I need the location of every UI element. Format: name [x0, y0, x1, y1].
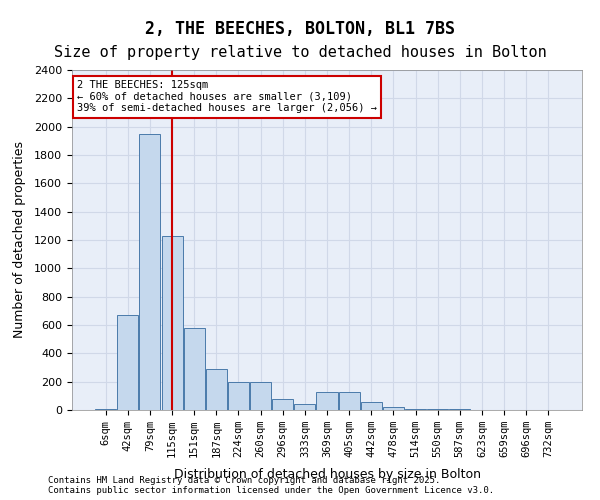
Bar — [139, 134, 160, 410]
Bar — [295, 404, 316, 410]
Text: 2 THE BEECHES: 125sqm
← 60% of detached houses are smaller (3,109)
39% of semi-d: 2 THE BEECHES: 125sqm ← 60% of detached … — [77, 80, 377, 114]
Text: 2, THE BEECHES, BOLTON, BL1 7BS: 2, THE BEECHES, BOLTON, BL1 7BS — [145, 20, 455, 38]
Text: Size of property relative to detached houses in Bolton: Size of property relative to detached ho… — [53, 45, 547, 60]
Y-axis label: Number of detached properties: Number of detached properties — [13, 142, 26, 338]
Bar — [161, 236, 182, 410]
Bar — [316, 392, 338, 410]
Bar — [228, 382, 249, 410]
X-axis label: Distribution of detached houses by size in Bolton: Distribution of detached houses by size … — [173, 468, 481, 481]
Bar — [338, 392, 359, 410]
Bar — [184, 328, 205, 410]
Bar — [272, 400, 293, 410]
Bar — [206, 369, 227, 410]
Bar — [118, 315, 139, 410]
Bar — [383, 407, 404, 410]
Bar — [361, 402, 382, 410]
Text: Contains HM Land Registry data © Crown copyright and database right 2025.
Contai: Contains HM Land Registry data © Crown c… — [48, 476, 494, 495]
Bar — [250, 382, 271, 410]
